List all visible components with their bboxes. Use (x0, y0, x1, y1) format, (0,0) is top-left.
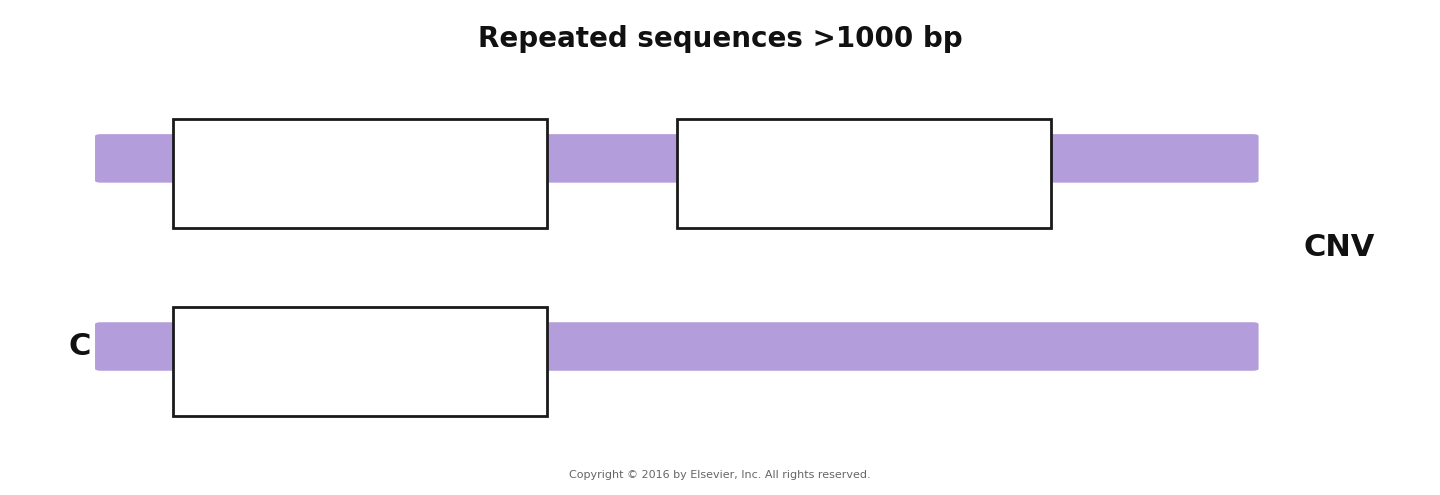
Text: Repeated sequences >1000 bp: Repeated sequences >1000 bp (478, 25, 962, 53)
FancyBboxPatch shape (95, 134, 1259, 183)
Bar (173, 119, 547, 228)
Text: C: C (68, 332, 91, 361)
Text: CNV: CNV (1303, 233, 1375, 262)
Bar (173, 307, 547, 416)
Text: Copyright © 2016 by Elsevier, Inc. All rights reserved.: Copyright © 2016 by Elsevier, Inc. All r… (569, 470, 871, 480)
FancyBboxPatch shape (95, 322, 1259, 371)
Bar (677, 119, 1051, 228)
